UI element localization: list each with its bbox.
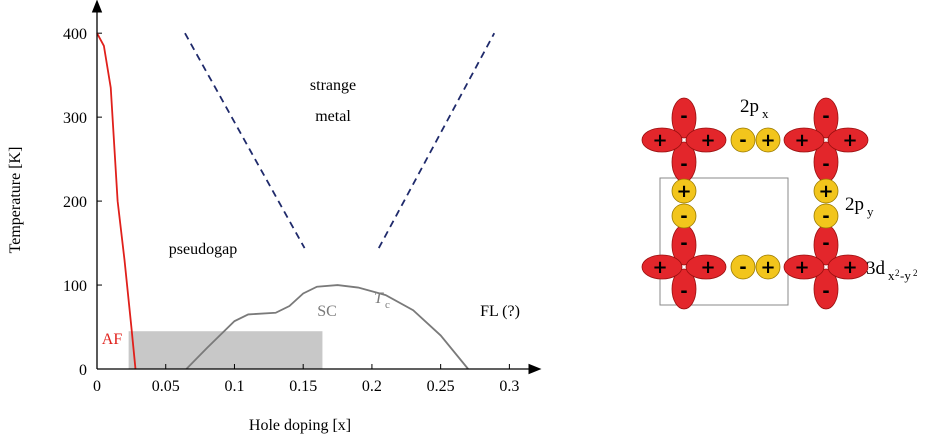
orbital-label: 2: [895, 268, 900, 278]
unit-cell: [659, 177, 789, 306]
p-orbital-lobe: [730, 254, 756, 280]
d-orbital-lobe: [813, 97, 839, 139]
p-orbital-lobe: [813, 203, 839, 229]
orbital-sign: +: [652, 130, 667, 151]
p-orbital-lobe: [671, 178, 697, 204]
y-tick-label: 0: [79, 362, 87, 379]
x-tick-label: 0.2: [362, 378, 382, 395]
series-line: [378, 32, 496, 249]
orbital-sign: +: [818, 181, 833, 202]
annotation: c: [385, 299, 390, 311]
orbital-label: 2: [913, 268, 918, 278]
p-orbital-lobe: [813, 178, 839, 204]
p-orbital-lobe: [755, 254, 781, 280]
p-orbital-lobe: [730, 127, 756, 153]
orbital-label: 2p: [845, 194, 864, 215]
x-tick-label: 0.15: [289, 378, 317, 395]
y-tick-label: 300: [63, 110, 87, 127]
orbital-sign: -: [822, 106, 829, 127]
annotation: T: [374, 290, 384, 307]
series-line: [184, 32, 306, 249]
annotation: pseudogap: [169, 241, 237, 258]
d-orbital-lobe: [813, 268, 839, 310]
orbital-sign: +: [794, 130, 809, 151]
y-axis-label: Temperature [K]: [7, 147, 24, 254]
orbital-sign: -: [822, 206, 829, 227]
orbital-sign: +: [700, 257, 715, 278]
annotation: SC: [317, 303, 337, 320]
orbital-sign: -: [822, 154, 829, 175]
orbital-sign: -: [822, 233, 829, 254]
d-orbital-lobe: [641, 254, 683, 280]
orbital-label: x: [762, 106, 769, 121]
orbital-sign: -: [739, 130, 746, 151]
orbital-sign: -: [680, 206, 687, 227]
d-orbital-lobe: [685, 127, 727, 153]
orbital-label: x: [888, 268, 895, 283]
orbital-sign: +: [760, 257, 775, 278]
d-orbital-lobe: [685, 254, 727, 280]
orbital-sign: +: [842, 257, 857, 278]
x-tick-label: 0: [93, 378, 101, 395]
series-line: [96, 32, 137, 370]
d-orbital-lobe: [671, 97, 697, 139]
y-tick-label: 200: [63, 194, 87, 211]
x-tick-label: 0.1: [224, 378, 244, 395]
orbital-diagram: --+ +--+ +--+ +--+ +- +- ++-+-: [641, 97, 869, 310]
shaded-region: [128, 331, 323, 369]
x-tick-label: 0.05: [152, 378, 180, 395]
y-tick-label: 400: [63, 26, 87, 43]
orbital-label: 3d: [866, 258, 886, 279]
orbital-label: 2p: [740, 96, 759, 117]
p-orbital-lobe: [755, 127, 781, 153]
orbital-sign: -: [680, 106, 687, 127]
orbital-sign: +: [700, 130, 715, 151]
d-orbital-lobe: [783, 254, 825, 280]
x-tick-label: 0.25: [427, 378, 455, 395]
orbital-label: -y: [900, 268, 911, 283]
p-orbital-lobe: [671, 203, 697, 229]
series-line: [185, 284, 469, 370]
annotation: FL (?): [480, 303, 520, 320]
orbital-sign: +: [842, 130, 857, 151]
x-axis-label: Hole doping [x]: [249, 417, 351, 434]
d-orbital-lobe: [783, 127, 825, 153]
annotation: AF: [102, 331, 123, 348]
annotation: metal: [315, 108, 351, 125]
orbital-sign: -: [739, 257, 746, 278]
orbital-sign: +: [794, 257, 809, 278]
d-orbital-lobe: [827, 254, 869, 280]
d-orbital-lobe: [827, 127, 869, 153]
orbital-sign: -: [680, 154, 687, 175]
orbital-sign: -: [680, 281, 687, 302]
d-orbital-lobe: [641, 127, 683, 153]
orbital-sign: +: [676, 181, 691, 202]
chart: 0 0.05 0.1 0.15 0.2 0.25 0.3 0 100 200 300 400: [63, 26, 519, 395]
d-orbital-lobe: [671, 268, 697, 310]
orbital-sign: -: [822, 281, 829, 302]
annotation: strange: [310, 77, 356, 94]
x-tick-label: 0.3: [499, 378, 519, 395]
orbital-sign: +: [652, 257, 667, 278]
orbital-sign: +: [760, 130, 775, 151]
orbital-label: y: [867, 204, 874, 219]
y-tick-label: 100: [63, 278, 87, 295]
orbital-sign: -: [680, 233, 687, 254]
